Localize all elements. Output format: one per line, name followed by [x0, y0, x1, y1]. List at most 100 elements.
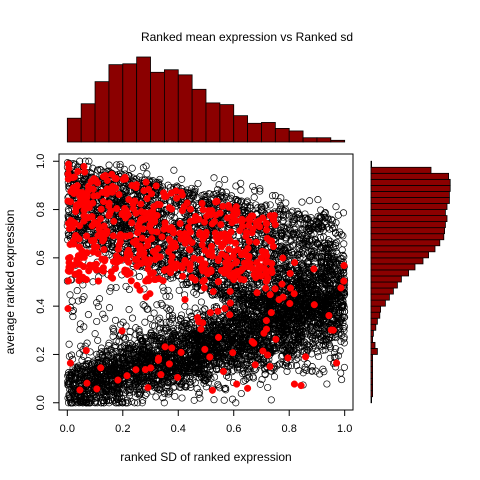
right-histogram-bar — [370, 263, 416, 271]
right-histogram-bar — [370, 178, 451, 186]
data-point — [310, 247, 318, 255]
data-point — [135, 273, 143, 281]
data-point — [91, 330, 99, 338]
data-point — [334, 211, 342, 219]
data-point — [249, 182, 257, 191]
data-point — [171, 392, 179, 401]
top-histogram-bar — [330, 139, 346, 143]
right-histogram-bar — [370, 384, 374, 392]
data-point — [287, 208, 295, 217]
data-point — [256, 187, 264, 195]
data-point — [317, 262, 325, 270]
right-histogram-bar — [370, 251, 429, 259]
data-point — [190, 288, 198, 296]
data-point — [181, 302, 189, 310]
data-point — [178, 175, 186, 183]
data-point — [141, 318, 149, 326]
right-histogram-bar — [370, 366, 374, 373]
top-histogram-bar — [233, 115, 249, 143]
data-point — [110, 328, 118, 336]
data-point — [139, 301, 147, 309]
data-point — [136, 390, 144, 398]
data-point — [128, 164, 136, 172]
data-point — [189, 376, 197, 384]
top-histogram-bar — [261, 122, 276, 143]
right-histogram-bar — [370, 287, 394, 295]
right-histogram-bar — [370, 354, 374, 361]
data-point — [340, 363, 348, 371]
top-histogram-bar — [177, 74, 193, 143]
data-point — [301, 224, 309, 232]
data-point — [301, 363, 309, 371]
data-point — [267, 396, 275, 404]
data-point — [113, 161, 121, 169]
top-histogram-bar — [150, 71, 165, 143]
right-histogram-bar — [370, 299, 386, 307]
right-histogram-bar — [370, 197, 450, 204]
data-point — [189, 189, 197, 197]
top-histogram-bar — [108, 64, 124, 143]
right-histogram-bar — [370, 329, 374, 337]
data-point — [197, 298, 205, 306]
data-point — [116, 160, 124, 168]
right-histogram-bar — [370, 227, 445, 235]
data-point — [162, 318, 170, 326]
data-point — [66, 291, 74, 299]
top-histogram-bar — [163, 69, 179, 143]
data-point — [126, 328, 134, 336]
data-point — [147, 314, 155, 322]
top-histogram — [66, 56, 346, 143]
data-point — [266, 201, 274, 209]
data-point — [290, 229, 298, 237]
right-histogram-bar — [370, 245, 436, 253]
data-point — [105, 304, 114, 312]
data-point — [245, 373, 253, 381]
right-histogram-bar — [370, 311, 381, 319]
data-point — [165, 390, 173, 398]
data-point — [94, 336, 102, 344]
right-histogram-bar — [370, 281, 398, 289]
right-histogram-bar — [370, 275, 402, 283]
top-histogram-bar — [94, 81, 110, 143]
data-point — [201, 305, 209, 313]
data-point — [319, 346, 327, 354]
data-point — [256, 185, 264, 193]
right-histogram-bar — [370, 233, 445, 241]
data-point — [216, 384, 224, 392]
data-point — [200, 312, 208, 320]
data-point — [314, 196, 322, 204]
data-point — [111, 316, 120, 324]
data-point — [157, 299, 165, 307]
right-histogram-bar — [370, 360, 374, 367]
data-point — [277, 230, 285, 238]
data-point — [293, 362, 301, 370]
data-point — [150, 309, 158, 317]
top-histogram-bar — [205, 102, 221, 143]
data-point — [110, 325, 118, 334]
top-histogram-bar — [302, 137, 318, 143]
data-point — [64, 399, 73, 407]
data-point — [319, 365, 327, 373]
top-histogram-bar — [247, 122, 262, 143]
right-histogram-bar — [370, 305, 382, 313]
data-point — [165, 307, 173, 315]
data-point — [332, 203, 340, 211]
data-point — [143, 305, 151, 313]
data-point — [303, 366, 311, 374]
data-point — [314, 352, 323, 361]
right-histogram-bar — [370, 341, 376, 349]
right-histogram-bar — [370, 239, 441, 247]
data-point — [338, 376, 346, 384]
data-point — [309, 331, 317, 339]
right-histogram-bar — [370, 215, 448, 223]
data-point — [65, 340, 73, 348]
data-point — [324, 335, 332, 343]
right-histogram-bar — [370, 257, 424, 265]
data-point — [99, 310, 107, 318]
right-histogram-bar — [370, 209, 446, 216]
data-point — [196, 394, 204, 402]
data-point — [166, 305, 175, 313]
data-point — [138, 399, 146, 407]
data-point — [129, 174, 137, 182]
